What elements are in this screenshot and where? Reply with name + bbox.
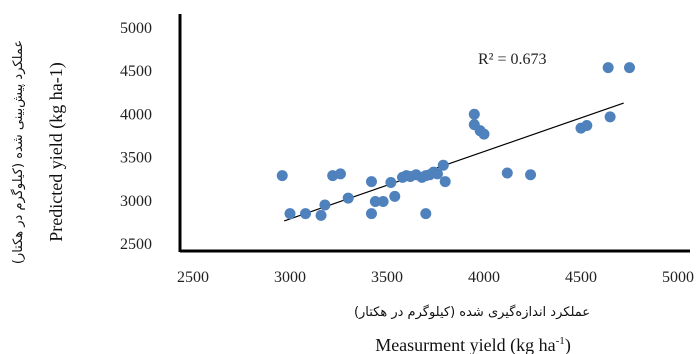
data-point [284,208,296,220]
data-point [319,199,331,211]
data-point [365,208,377,220]
x-axis-label: Measurment yield (kg ha-1) [375,335,571,354]
y-tick-label: 3000 [120,193,152,210]
x-axis-label-persian: عملکرد اندازه‌گیری شده (کیلوگرم در هکتار… [354,304,590,320]
x-tick-labels: 2500 3000 3500 4000 4500 5000 [177,269,694,286]
trendline [283,102,624,222]
data-point [437,159,449,171]
data-point [602,62,614,74]
data-point [624,62,635,74]
x-tick-label: 3500 [371,269,403,286]
x-tick-label: 4500 [565,269,597,286]
data-point [525,169,537,181]
data-point [276,170,288,182]
data-point [389,190,401,202]
x-axis-label-close: ) [565,335,571,354]
data-point [369,196,381,208]
x-tick-label: 5000 [662,269,694,286]
y-tick-label: 5000 [120,20,152,37]
r-squared-label: R² = 0.673 [478,51,547,68]
data-point [431,168,443,180]
x-tick-label: 3000 [274,269,306,286]
data-point [365,176,377,188]
y-tick-label: 3500 [120,150,152,167]
y-tick-label: 4000 [120,106,152,123]
data-point [385,177,397,189]
data-point [478,128,490,140]
y-axis-label: Predicted yield (kg ha-1) [46,62,67,241]
data-point [604,111,616,123]
data-points [276,62,635,221]
y-tick-label: 4500 [120,63,152,80]
data-point [468,108,480,120]
axes [178,14,690,253]
data-point [501,167,513,179]
data-point [439,176,451,188]
y-tick-label: 2500 [120,236,152,253]
data-point [300,208,312,220]
data-point [377,196,389,208]
x-axis-label-text: Measurment yield (kg ha [375,335,555,354]
data-point [581,119,593,131]
data-point [420,208,432,220]
x-tick-label: 2500 [177,269,209,286]
y-axis-label-persian: عملکرد پیش‌بینی شده (کیلوگرم در هکتار) [10,40,26,264]
x-axis-label-exponent: -1 [556,335,565,347]
data-point [342,192,354,204]
data-point [315,209,327,221]
data-point [334,168,346,180]
y-tick-labels: 2500 3000 3500 4000 4500 5000 [120,20,152,253]
x-tick-label: 4000 [468,269,500,286]
